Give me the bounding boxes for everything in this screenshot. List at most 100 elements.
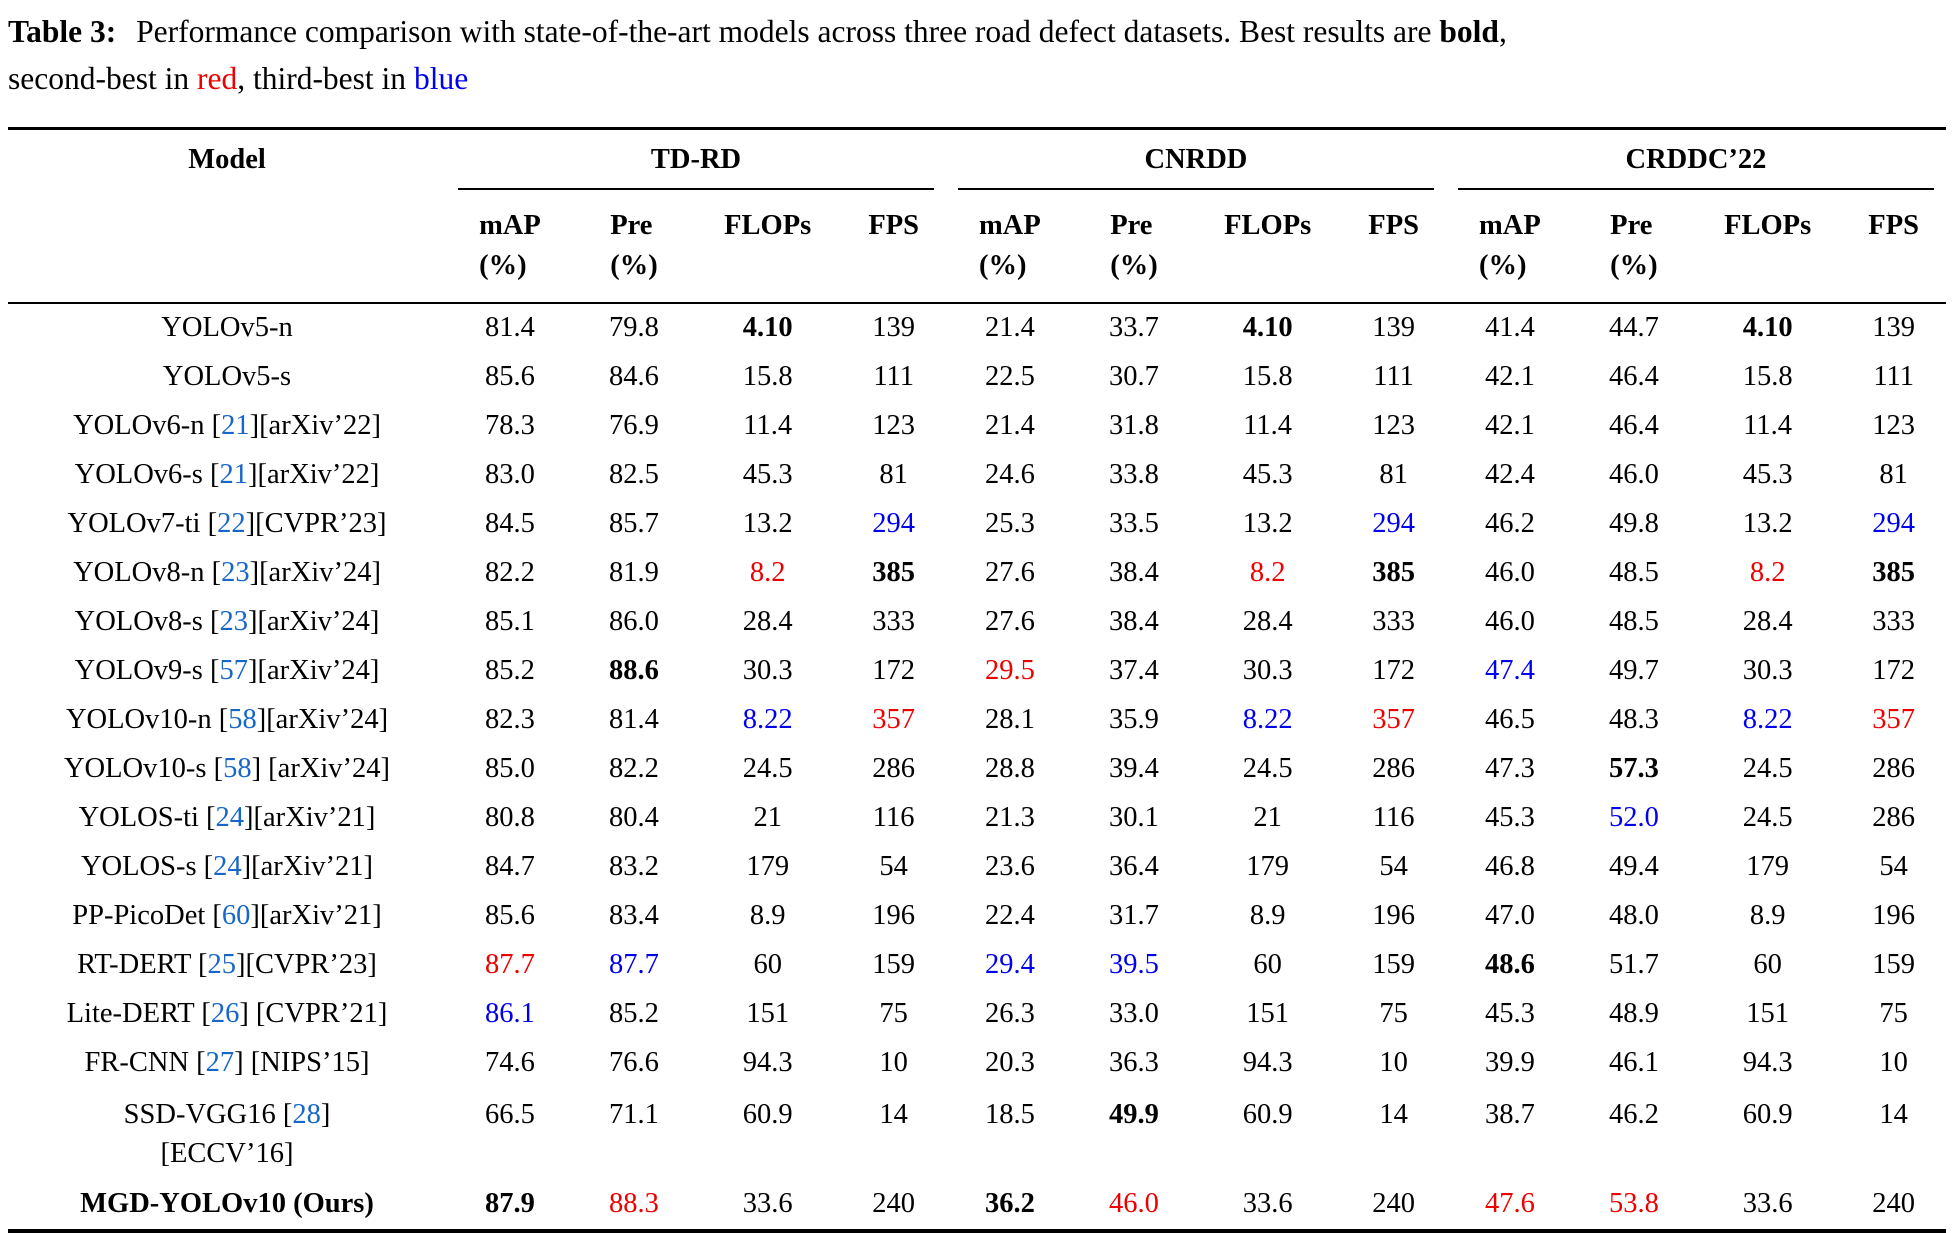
citation-link[interactable]: 24 bbox=[213, 851, 242, 883]
value-cell: 22.5 bbox=[984, 361, 1035, 393]
value-cell: 84.7 bbox=[485, 851, 535, 883]
value-cell: 38.4 bbox=[1109, 606, 1159, 638]
value-cell: 24.5 bbox=[1742, 753, 1793, 785]
value-cell: 8.22 bbox=[742, 704, 793, 736]
model-name-text: RT-DERT [ bbox=[77, 949, 208, 981]
value-cell: 8.9 bbox=[1249, 900, 1286, 932]
value-cell: 60.9 bbox=[742, 1098, 793, 1130]
value-cell: 172 bbox=[1372, 655, 1415, 687]
model-name-text: Lite-DERT [ bbox=[66, 998, 211, 1030]
citation-link[interactable]: 21 bbox=[221, 410, 250, 442]
value-cell: 81 bbox=[1879, 459, 1908, 491]
value-cell: 88.6 bbox=[609, 655, 659, 687]
citation-link[interactable]: 27 bbox=[205, 1047, 235, 1079]
value-cell: 83.2 bbox=[609, 851, 659, 883]
value-cell: 48.9 bbox=[1608, 998, 1659, 1030]
value-cell: 48.0 bbox=[1608, 900, 1659, 932]
value-cell: 36.2 bbox=[984, 1188, 1035, 1220]
value-cell: 26.3 bbox=[984, 998, 1035, 1030]
value-cell: 49.8 bbox=[1608, 508, 1659, 540]
caption-blue-word: blue bbox=[413, 61, 469, 97]
citation-link[interactable]: 28 bbox=[292, 1098, 321, 1130]
value-cell: 54 bbox=[1879, 851, 1908, 883]
citation-link[interactable]: 25 bbox=[207, 949, 236, 981]
value-cell: 179 bbox=[746, 851, 790, 883]
value-cell: 139 bbox=[1372, 312, 1415, 344]
model-name-text: YOLOv6-n [ bbox=[73, 410, 222, 442]
value-cell: 25.3 bbox=[984, 508, 1035, 540]
value-cell: 78.3 bbox=[485, 410, 535, 442]
table-row: MGD-YOLOv10 (Ours) 87.9 88.3 33.6 240 36.2 46.… bbox=[8, 1180, 1946, 1231]
model-name: YOLOv6-s [21][arXiv’22] bbox=[8, 451, 446, 500]
table-row: YOLOv8-n [23][arXiv’24] 82.2 81.9 8.2 385 27.… bbox=[8, 549, 1946, 598]
value-cell: 240 bbox=[1372, 1188, 1415, 1220]
value-cell: 45.3 bbox=[1484, 998, 1535, 1030]
value-cell: 4.10 bbox=[1742, 312, 1793, 344]
value-cell: 30.7 bbox=[1109, 361, 1159, 393]
citation-link[interactable]: 21 bbox=[219, 459, 249, 491]
column-header-fps: FPS bbox=[1341, 189, 1446, 304]
model-name-text: YOLOv8-n [ bbox=[73, 557, 222, 589]
citation-link[interactable]: 24 bbox=[215, 802, 245, 834]
citation-link[interactable]: 26 bbox=[210, 998, 240, 1030]
value-cell: 11.4 bbox=[1743, 410, 1793, 442]
value-cell: 83.0 bbox=[485, 459, 535, 491]
citation-link[interactable]: 22 bbox=[217, 508, 246, 540]
value-cell: 111 bbox=[873, 361, 914, 393]
value-cell: 13.2 bbox=[742, 508, 793, 540]
citation-link[interactable]: 60 bbox=[221, 900, 251, 932]
results-table: Model TD-RD CNRDD CRDDC’22 mAP (%) Pre (%) F… bbox=[8, 126, 1946, 1233]
subheader-row: mAP (%) Pre (%) FLOPs FPS mAP (%) Pre (%) FLOPs FPS… bbox=[8, 189, 1946, 304]
value-cell: 37.4 bbox=[1109, 655, 1159, 687]
value-cell: 46.8 bbox=[1484, 851, 1535, 883]
value-cell: 4.10 bbox=[1242, 312, 1293, 344]
citation-link[interactable]: 23 bbox=[219, 606, 249, 638]
citation-link[interactable]: 58 bbox=[228, 704, 257, 736]
value-cell: 159 bbox=[872, 949, 916, 981]
value-cell: 286 bbox=[1372, 753, 1415, 785]
value-cell: 75 bbox=[879, 998, 908, 1030]
value-cell: 10 bbox=[1879, 1047, 1908, 1079]
value-cell: 385 bbox=[1372, 557, 1415, 589]
value-cell: 8.9 bbox=[1749, 900, 1786, 932]
value-cell: 39.4 bbox=[1109, 753, 1159, 785]
model-name: YOLOv5-s bbox=[8, 353, 446, 402]
column-header-map: mAP (%) bbox=[945, 189, 1074, 304]
citation-link[interactable]: 58 bbox=[223, 753, 252, 785]
value-cell: 94.3 bbox=[742, 1047, 793, 1079]
model-name-text: ][arXiv’21] bbox=[250, 900, 382, 932]
column-header-map: mAP (%) bbox=[1445, 189, 1574, 304]
value-cell: 8.22 bbox=[1242, 704, 1293, 736]
value-cell: 39.9 bbox=[1484, 1047, 1535, 1079]
value-cell: 47.3 bbox=[1484, 753, 1535, 785]
value-cell: 21 bbox=[753, 802, 782, 834]
value-cell: 33.0 bbox=[1109, 998, 1159, 1030]
value-cell: 42.4 bbox=[1484, 459, 1535, 491]
value-cell: 286 bbox=[872, 753, 916, 785]
model-name-text: ][CVPR’23] bbox=[245, 508, 387, 540]
model-name: FR-CNN [27] [NIPS’15] bbox=[8, 1039, 446, 1088]
value-cell: 30.3 bbox=[742, 655, 793, 687]
model-name-text: YOLOv5-s bbox=[162, 361, 292, 393]
value-cell: 35.9 bbox=[1109, 704, 1159, 736]
value-cell: 333 bbox=[872, 606, 916, 638]
value-cell: 85.2 bbox=[609, 998, 659, 1030]
value-cell: 46.4 bbox=[1608, 361, 1659, 393]
value-cell: 8.9 bbox=[749, 900, 786, 932]
value-cell: 82.2 bbox=[485, 557, 535, 589]
value-cell: 179 bbox=[1246, 851, 1290, 883]
citation-link[interactable]: 23 bbox=[221, 557, 250, 589]
model-name: MGD-YOLOv10 (Ours) bbox=[8, 1180, 446, 1231]
table-row: PP-PicoDet [60][arXiv’21] 85.6 83.4 8.9 196 2… bbox=[8, 892, 1946, 941]
model-name-text: YOLOS-s [ bbox=[80, 851, 214, 883]
value-cell: 87.7 bbox=[485, 949, 535, 981]
value-cell: 4.10 bbox=[742, 312, 793, 344]
model-name: YOLOS-s [24][arXiv’21] bbox=[8, 843, 446, 892]
value-cell: 333 bbox=[1872, 606, 1915, 638]
model-name-text: ][arXiv’21] bbox=[244, 802, 376, 834]
citation-link[interactable]: 57 bbox=[219, 655, 249, 687]
value-cell: 75 bbox=[1379, 998, 1408, 1030]
value-cell: 33.8 bbox=[1109, 459, 1159, 491]
value-cell: 172 bbox=[1872, 655, 1915, 687]
value-cell: 49.4 bbox=[1608, 851, 1659, 883]
